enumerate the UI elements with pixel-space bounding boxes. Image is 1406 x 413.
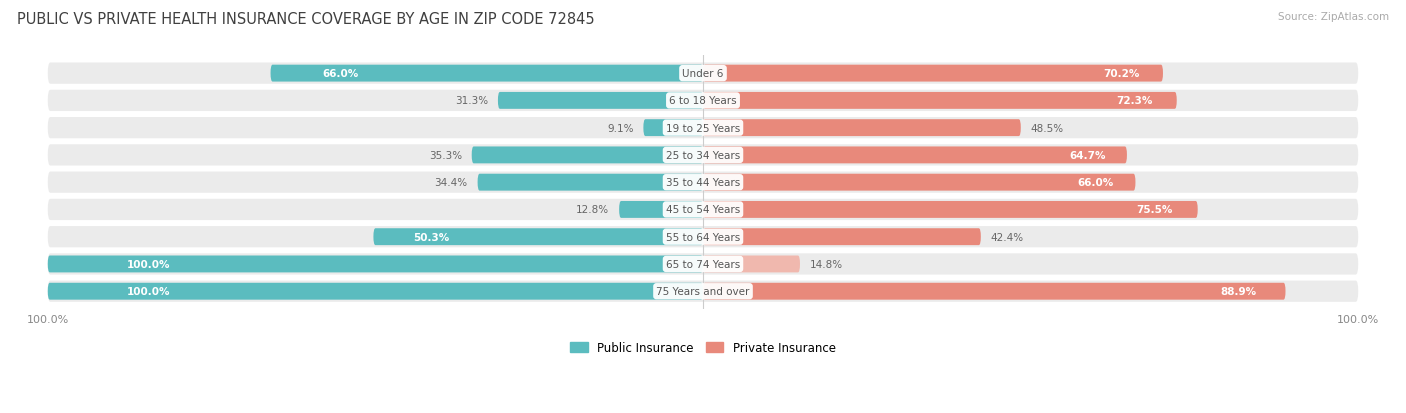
Text: Under 6: Under 6 [682, 69, 724, 79]
FancyBboxPatch shape [270, 66, 703, 82]
Text: 66.0%: 66.0% [1077, 178, 1114, 188]
FancyBboxPatch shape [478, 174, 703, 191]
FancyBboxPatch shape [374, 229, 703, 246]
Text: 100.0%: 100.0% [127, 287, 170, 297]
Text: 14.8%: 14.8% [810, 259, 844, 269]
FancyBboxPatch shape [619, 202, 703, 218]
Legend: Public Insurance, Private Insurance: Public Insurance, Private Insurance [565, 337, 841, 359]
FancyBboxPatch shape [703, 229, 981, 246]
Text: 34.4%: 34.4% [434, 178, 468, 188]
Text: 50.3%: 50.3% [413, 232, 449, 242]
FancyBboxPatch shape [48, 118, 1358, 139]
Text: 100.0%: 100.0% [127, 259, 170, 269]
Text: 31.3%: 31.3% [456, 96, 488, 106]
FancyBboxPatch shape [48, 172, 1358, 193]
Text: Source: ZipAtlas.com: Source: ZipAtlas.com [1278, 12, 1389, 22]
Text: 72.3%: 72.3% [1116, 96, 1153, 106]
Text: 64.7%: 64.7% [1069, 151, 1105, 161]
FancyBboxPatch shape [48, 254, 1358, 275]
FancyBboxPatch shape [703, 174, 1136, 191]
FancyBboxPatch shape [48, 256, 703, 273]
FancyBboxPatch shape [48, 199, 1358, 221]
FancyBboxPatch shape [703, 93, 1177, 109]
Text: 48.5%: 48.5% [1031, 123, 1064, 133]
Text: 65 to 74 Years: 65 to 74 Years [666, 259, 740, 269]
Text: 19 to 25 Years: 19 to 25 Years [666, 123, 740, 133]
Text: 55 to 64 Years: 55 to 64 Years [666, 232, 740, 242]
FancyBboxPatch shape [48, 226, 1358, 248]
Text: 75.5%: 75.5% [1136, 205, 1173, 215]
FancyBboxPatch shape [703, 283, 1285, 300]
FancyBboxPatch shape [48, 281, 1358, 302]
Text: 42.4%: 42.4% [991, 232, 1024, 242]
FancyBboxPatch shape [48, 90, 1358, 112]
Text: 25 to 34 Years: 25 to 34 Years [666, 151, 740, 161]
FancyBboxPatch shape [703, 66, 1163, 82]
FancyBboxPatch shape [48, 145, 1358, 166]
FancyBboxPatch shape [703, 202, 1198, 218]
Text: 75 Years and over: 75 Years and over [657, 287, 749, 297]
FancyBboxPatch shape [703, 120, 1021, 137]
Text: 70.2%: 70.2% [1104, 69, 1140, 79]
Text: 9.1%: 9.1% [607, 123, 634, 133]
FancyBboxPatch shape [703, 256, 800, 273]
Text: 35.3%: 35.3% [429, 151, 463, 161]
Text: 12.8%: 12.8% [576, 205, 609, 215]
FancyBboxPatch shape [48, 283, 703, 300]
Text: 35 to 44 Years: 35 to 44 Years [666, 178, 740, 188]
Text: 45 to 54 Years: 45 to 54 Years [666, 205, 740, 215]
FancyBboxPatch shape [48, 63, 1358, 85]
FancyBboxPatch shape [471, 147, 703, 164]
FancyBboxPatch shape [498, 93, 703, 109]
Text: 66.0%: 66.0% [322, 69, 359, 79]
Text: 88.9%: 88.9% [1220, 287, 1257, 297]
FancyBboxPatch shape [644, 120, 703, 137]
Text: PUBLIC VS PRIVATE HEALTH INSURANCE COVERAGE BY AGE IN ZIP CODE 72845: PUBLIC VS PRIVATE HEALTH INSURANCE COVER… [17, 12, 595, 27]
FancyBboxPatch shape [703, 147, 1128, 164]
Text: 6 to 18 Years: 6 to 18 Years [669, 96, 737, 106]
